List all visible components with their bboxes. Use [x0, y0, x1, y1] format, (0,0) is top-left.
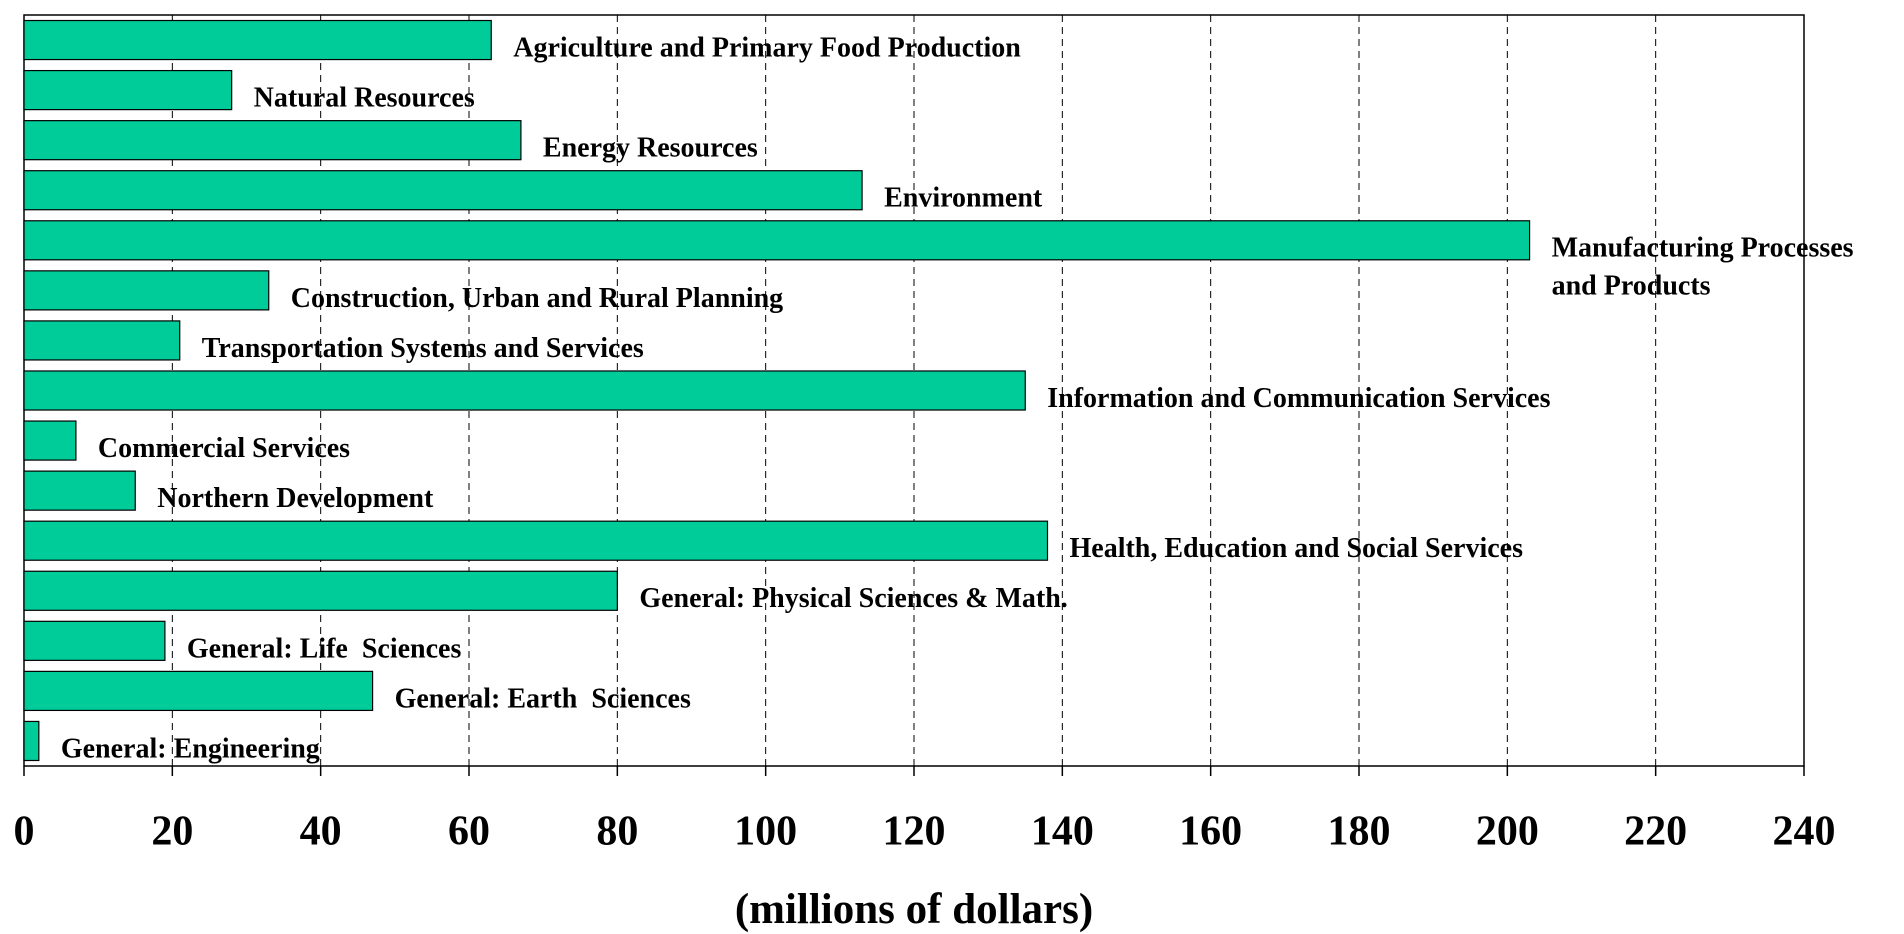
bar	[23, 720, 40, 762]
category-label: Health, Education and Social Services	[1070, 533, 1524, 564]
x-tick-label: 200	[1476, 809, 1539, 855]
category-label: General: Life Sciences	[187, 633, 462, 664]
x-tick-label: 20	[151, 809, 193, 855]
bar	[23, 370, 1026, 411]
x-tick-label: 100	[734, 809, 797, 855]
category-label: General: Earth Sciences	[395, 683, 691, 714]
x-tick-label: 0	[14, 809, 35, 855]
category-label: Manufacturing Processes and Products	[1552, 233, 1854, 302]
bar	[23, 120, 522, 161]
category-label: Environment	[884, 183, 1043, 214]
x-tick-label: 60	[448, 809, 490, 855]
category-label: Agriculture and Primary Food Production	[513, 32, 1021, 63]
x-tick-label: 120	[883, 809, 946, 855]
category-label: General: Engineering	[61, 733, 320, 764]
bar	[23, 470, 136, 511]
bar	[23, 420, 77, 461]
category-label: Commercial Services	[98, 433, 350, 464]
bar	[23, 69, 233, 111]
x-tick-label: 80	[596, 809, 638, 855]
category-label: Energy Resources	[543, 133, 758, 164]
category-label: Information and Communication Services	[1047, 383, 1550, 414]
bar	[23, 270, 270, 311]
bar	[23, 670, 374, 712]
bar	[23, 19, 492, 61]
x-tick-label: 220	[1624, 809, 1687, 855]
bar	[23, 520, 1049, 561]
bar	[23, 170, 863, 211]
category-label: Natural Resources	[254, 83, 475, 114]
x-tick-label: 240	[1773, 809, 1836, 855]
bar	[23, 620, 166, 661]
bar	[23, 570, 618, 611]
bar	[23, 320, 181, 361]
x-tick-label: 180	[1328, 809, 1391, 855]
x-axis-title: (millions of dollars)	[735, 886, 1093, 933]
x-tick-label: 40	[300, 809, 342, 855]
category-label: Transportation Systems and Services	[202, 333, 644, 364]
bar	[23, 220, 1531, 261]
category-label: Northern Development	[157, 483, 434, 514]
category-label: General: Physical Sciences & Math.	[639, 583, 1067, 614]
category-label: Construction, Urban and Rural Planning	[291, 283, 783, 314]
x-tick-label: 160	[1179, 809, 1242, 855]
x-tick-label: 140	[1031, 809, 1094, 855]
